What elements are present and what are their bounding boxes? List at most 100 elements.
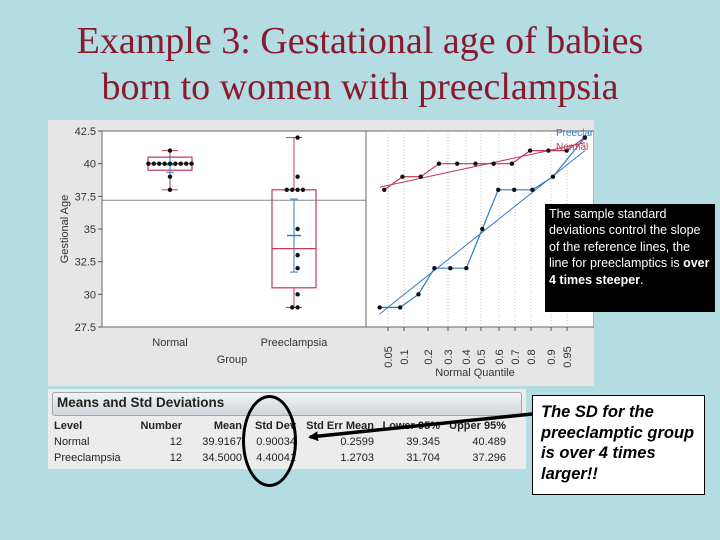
quantile-point bbox=[382, 187, 387, 192]
quantile-point bbox=[582, 135, 588, 140]
data-point bbox=[162, 161, 167, 166]
quantile-point bbox=[473, 161, 478, 166]
callout-reference-lines: The sample standard deviations control t… bbox=[545, 204, 715, 312]
table-row: Preeclampsia 12 34.5000 4.40041 1.2703 3… bbox=[50, 450, 510, 466]
col-header: Upper 95% bbox=[449, 420, 506, 432]
quantile-point bbox=[464, 266, 469, 271]
y-tick-label: 32.5 bbox=[75, 257, 96, 269]
x-axis-label: Group bbox=[217, 354, 248, 366]
slide-title: Example 3: Gestational age of babies bor… bbox=[0, 18, 720, 110]
quantile-point bbox=[400, 174, 405, 179]
table-cell: 34.5000 bbox=[202, 452, 242, 464]
quantile-point bbox=[491, 161, 496, 166]
table-cell: 40.489 bbox=[472, 436, 506, 448]
x-tick-label: 0.9 bbox=[546, 349, 558, 364]
table-cell: 12 bbox=[169, 436, 182, 448]
y-tick-label: 27.5 bbox=[75, 322, 96, 334]
table-title: Means and Std Deviations bbox=[57, 395, 225, 410]
quantile-point bbox=[377, 305, 382, 310]
quantile-point bbox=[416, 292, 421, 297]
y-tick-label: 37.5 bbox=[75, 191, 96, 203]
quantile-point bbox=[418, 174, 423, 179]
data-point bbox=[167, 174, 173, 179]
quantile-point bbox=[455, 161, 460, 166]
data-point bbox=[290, 187, 295, 192]
table-cell: 37.296 bbox=[472, 452, 506, 464]
y-tick-label: 40 bbox=[84, 159, 96, 171]
x-tick-label: 0.4 bbox=[461, 349, 473, 364]
y-tick-label: 30 bbox=[84, 289, 96, 301]
data-point bbox=[146, 161, 151, 166]
title-line-1: Example 3: Gestational age of babies bbox=[76, 20, 644, 62]
quantile-point bbox=[527, 148, 533, 153]
x-axis-label: Normal Quantile bbox=[435, 367, 514, 379]
table-cell: 31.704 bbox=[406, 452, 440, 464]
data-point bbox=[295, 135, 300, 140]
quantile-point bbox=[398, 305, 403, 310]
quantile-series-line bbox=[383, 137, 586, 191]
quantile-point bbox=[564, 148, 569, 153]
data-point bbox=[184, 161, 189, 166]
data-point bbox=[178, 161, 183, 166]
table-cell: 1.2703 bbox=[340, 452, 374, 464]
x-tick-label: 0.7 bbox=[510, 349, 522, 364]
callout-text: The sample standard deviations control t… bbox=[549, 207, 701, 271]
y-tick-label: 35 bbox=[84, 224, 96, 236]
data-point bbox=[300, 187, 306, 192]
quantile-point bbox=[436, 161, 442, 166]
table-header-row: Level Number Mean Std Dev Std Err Mean L… bbox=[50, 418, 510, 434]
x-tick-label: 0.6 bbox=[494, 349, 506, 364]
data-point bbox=[295, 292, 300, 297]
callout-bold-text: over 4 times steeper bbox=[549, 256, 710, 287]
x-tick-label: 0.95 bbox=[562, 346, 574, 367]
table-cell: 12 bbox=[169, 452, 182, 464]
table-cell: 39.9167 bbox=[202, 436, 242, 448]
data-point bbox=[167, 161, 173, 166]
x-category-label: Preeclampsia bbox=[261, 337, 329, 349]
x-tick-label: 0.5 bbox=[476, 349, 488, 364]
quantile-point bbox=[530, 187, 535, 192]
table-cell: Preeclampsia bbox=[54, 452, 121, 464]
quantile-point bbox=[546, 148, 551, 153]
quantile-point bbox=[448, 266, 453, 271]
x-category-label: Normal bbox=[152, 337, 187, 349]
data-point bbox=[167, 148, 173, 153]
quantile-point bbox=[509, 161, 515, 166]
data-point bbox=[284, 187, 289, 192]
quantile-point bbox=[432, 266, 437, 271]
data-point bbox=[189, 161, 194, 166]
x-tick-label: 0.8 bbox=[526, 349, 538, 364]
callout-arrow bbox=[308, 412, 533, 442]
data-point bbox=[151, 161, 156, 166]
data-point bbox=[295, 305, 300, 310]
col-header: Level bbox=[54, 420, 83, 432]
y-tick-label: 42.5 bbox=[75, 126, 96, 138]
legend-entry: Normal bbox=[556, 142, 588, 153]
callout-end: . bbox=[640, 272, 644, 287]
data-point bbox=[173, 161, 178, 166]
data-point bbox=[295, 266, 300, 271]
quantile-point bbox=[512, 187, 517, 192]
legend-entry: Preeclampsia bbox=[556, 128, 594, 139]
quantile-point bbox=[480, 226, 485, 232]
x-tick-label: 0.2 bbox=[423, 349, 435, 364]
title-line-2: born to women with preeclampsia bbox=[101, 66, 619, 108]
data-point bbox=[295, 226, 300, 232]
x-tick-label: 0.1 bbox=[399, 349, 411, 364]
callout-sd-larger: The SD for the preeclamptic group is ove… bbox=[532, 395, 705, 495]
col-header: Mean bbox=[213, 420, 242, 432]
data-point bbox=[167, 187, 173, 192]
table-cell: 39.345 bbox=[406, 436, 440, 448]
quantile-point bbox=[550, 174, 556, 179]
x-tick-label: 0.05 bbox=[383, 346, 395, 367]
table-cell: Normal bbox=[54, 436, 90, 448]
quantile-series-line bbox=[379, 137, 586, 308]
data-point bbox=[290, 305, 295, 310]
table-cell: 0.2599 bbox=[340, 436, 374, 448]
data-point bbox=[295, 174, 300, 179]
y-axis-label: Gestional Age bbox=[59, 195, 71, 264]
col-header: Std Err Mean bbox=[306, 420, 374, 432]
data-point bbox=[295, 252, 300, 258]
col-header: Number bbox=[140, 420, 182, 432]
